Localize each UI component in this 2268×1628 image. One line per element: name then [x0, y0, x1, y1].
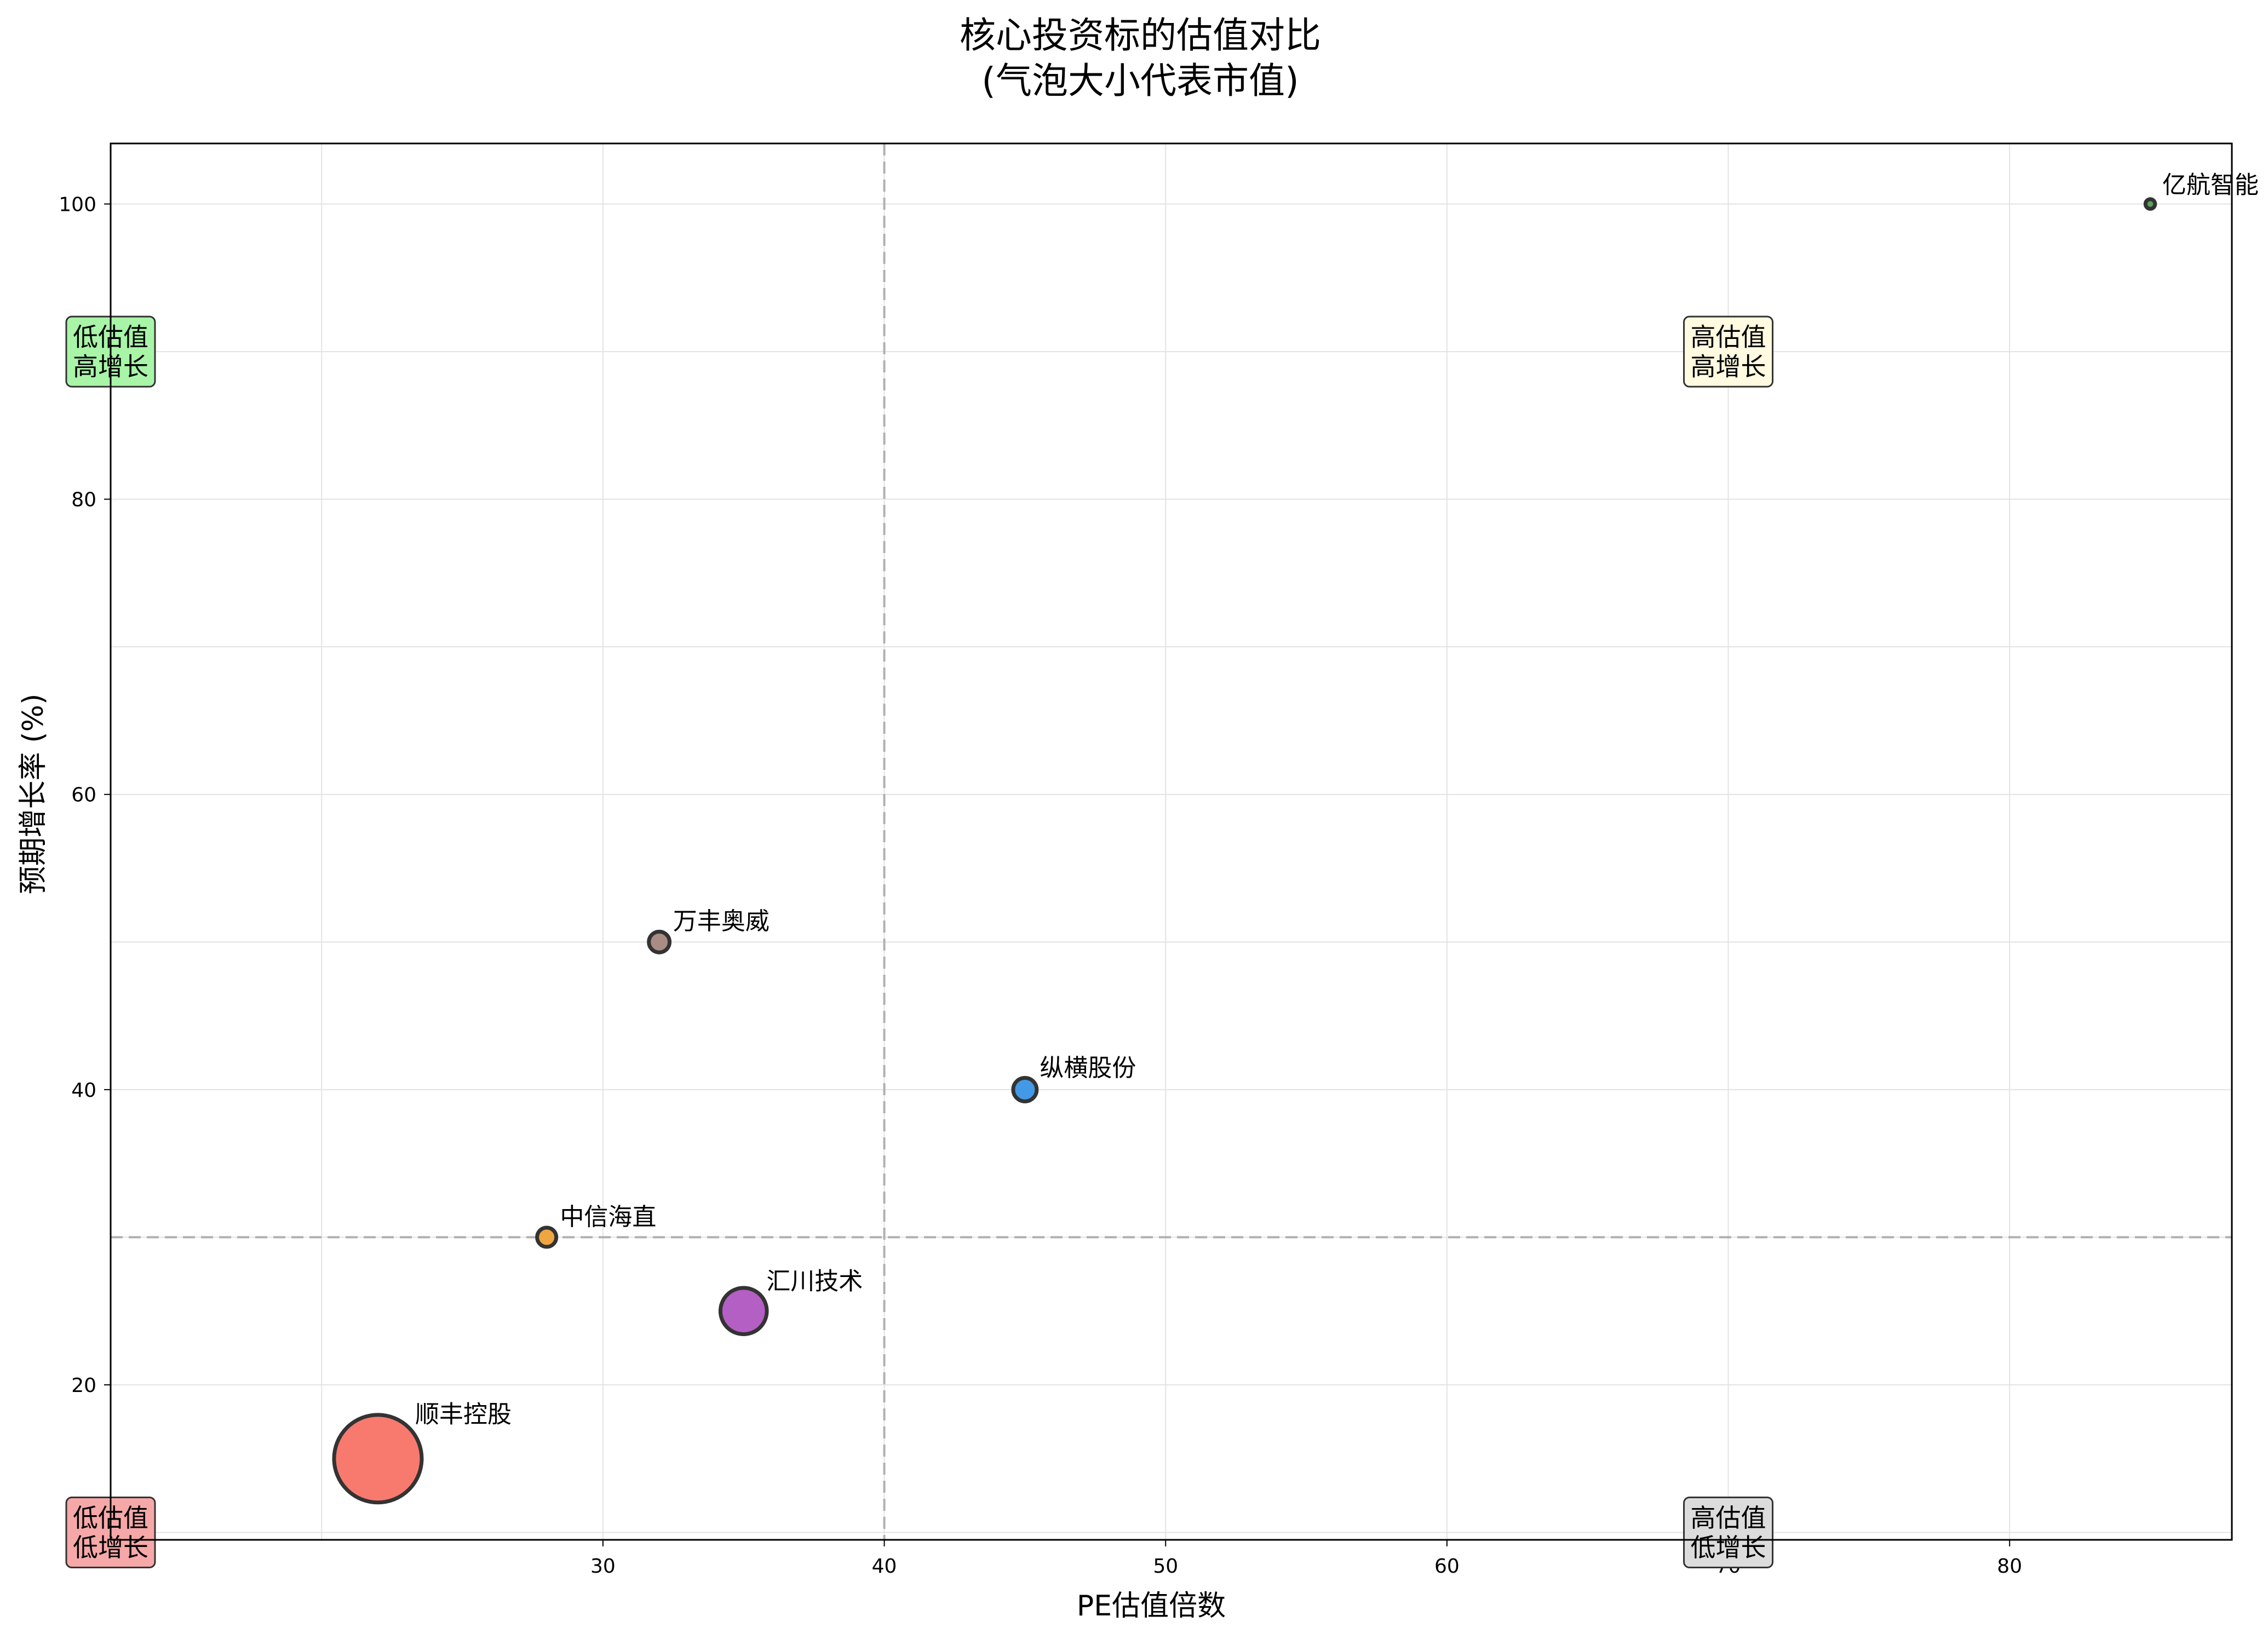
point-labels: 顺丰控股 汇川技术 中信海直 纵横股份 万丰奥威 亿航智能	[415, 171, 2259, 1429]
point-label: 中信海直	[560, 1203, 656, 1231]
chart-title-line-2: (气泡大小代表市值)	[981, 60, 1299, 102]
y-tick-label: 80	[71, 489, 96, 511]
quadrant-label-box	[1683, 1497, 1774, 1569]
point-label: 万丰奥威	[673, 907, 770, 935]
y-tick-label: 40	[71, 1079, 96, 1102]
quadrant-label-text: 高估值	[1691, 323, 1766, 352]
point-label: 顺丰控股	[415, 1401, 512, 1429]
chart-title-line-1: 核心投资标的估值对比	[960, 14, 1321, 56]
quadrant-label-text: 高估值	[1691, 1503, 1766, 1533]
bubble-point	[332, 1413, 424, 1505]
x-tick-label: 30	[590, 1555, 616, 1578]
bubble-point	[1011, 1075, 1039, 1103]
x-axis-label: PE估值倍数	[1077, 1590, 1226, 1623]
x-tick-label: 60	[1434, 1555, 1460, 1578]
y-axis-label: 预期增长率 (%)	[17, 694, 50, 895]
quadrant-label-box	[1683, 315, 1774, 388]
axis-ticks: 30405060708020406080100	[59, 194, 2022, 1578]
x-tick-label: 80	[1997, 1555, 2022, 1578]
bubble-point	[2143, 197, 2157, 211]
point-label: 纵横股份	[1040, 1054, 1136, 1082]
y-tick-label: 60	[71, 784, 96, 807]
plot-frame	[110, 142, 2233, 1541]
bubble-point	[535, 1226, 559, 1249]
x-tick-label: 50	[1153, 1555, 1178, 1578]
x-tick-label: 40	[872, 1555, 897, 1578]
bubble-point	[647, 929, 672, 954]
reference-lines	[111, 143, 2232, 1540]
bubbles	[332, 197, 2157, 1505]
y-tick-label: 20	[71, 1374, 96, 1397]
quadrant-label-text: 低增长	[1691, 1533, 1766, 1562]
point-label: 亿航智能	[2162, 171, 2259, 199]
y-tick-label: 100	[59, 194, 96, 216]
quadrant-label-text: 高增长	[1691, 352, 1766, 382]
bubble-point	[718, 1286, 769, 1337]
point-label: 汇川技术	[766, 1268, 863, 1296]
